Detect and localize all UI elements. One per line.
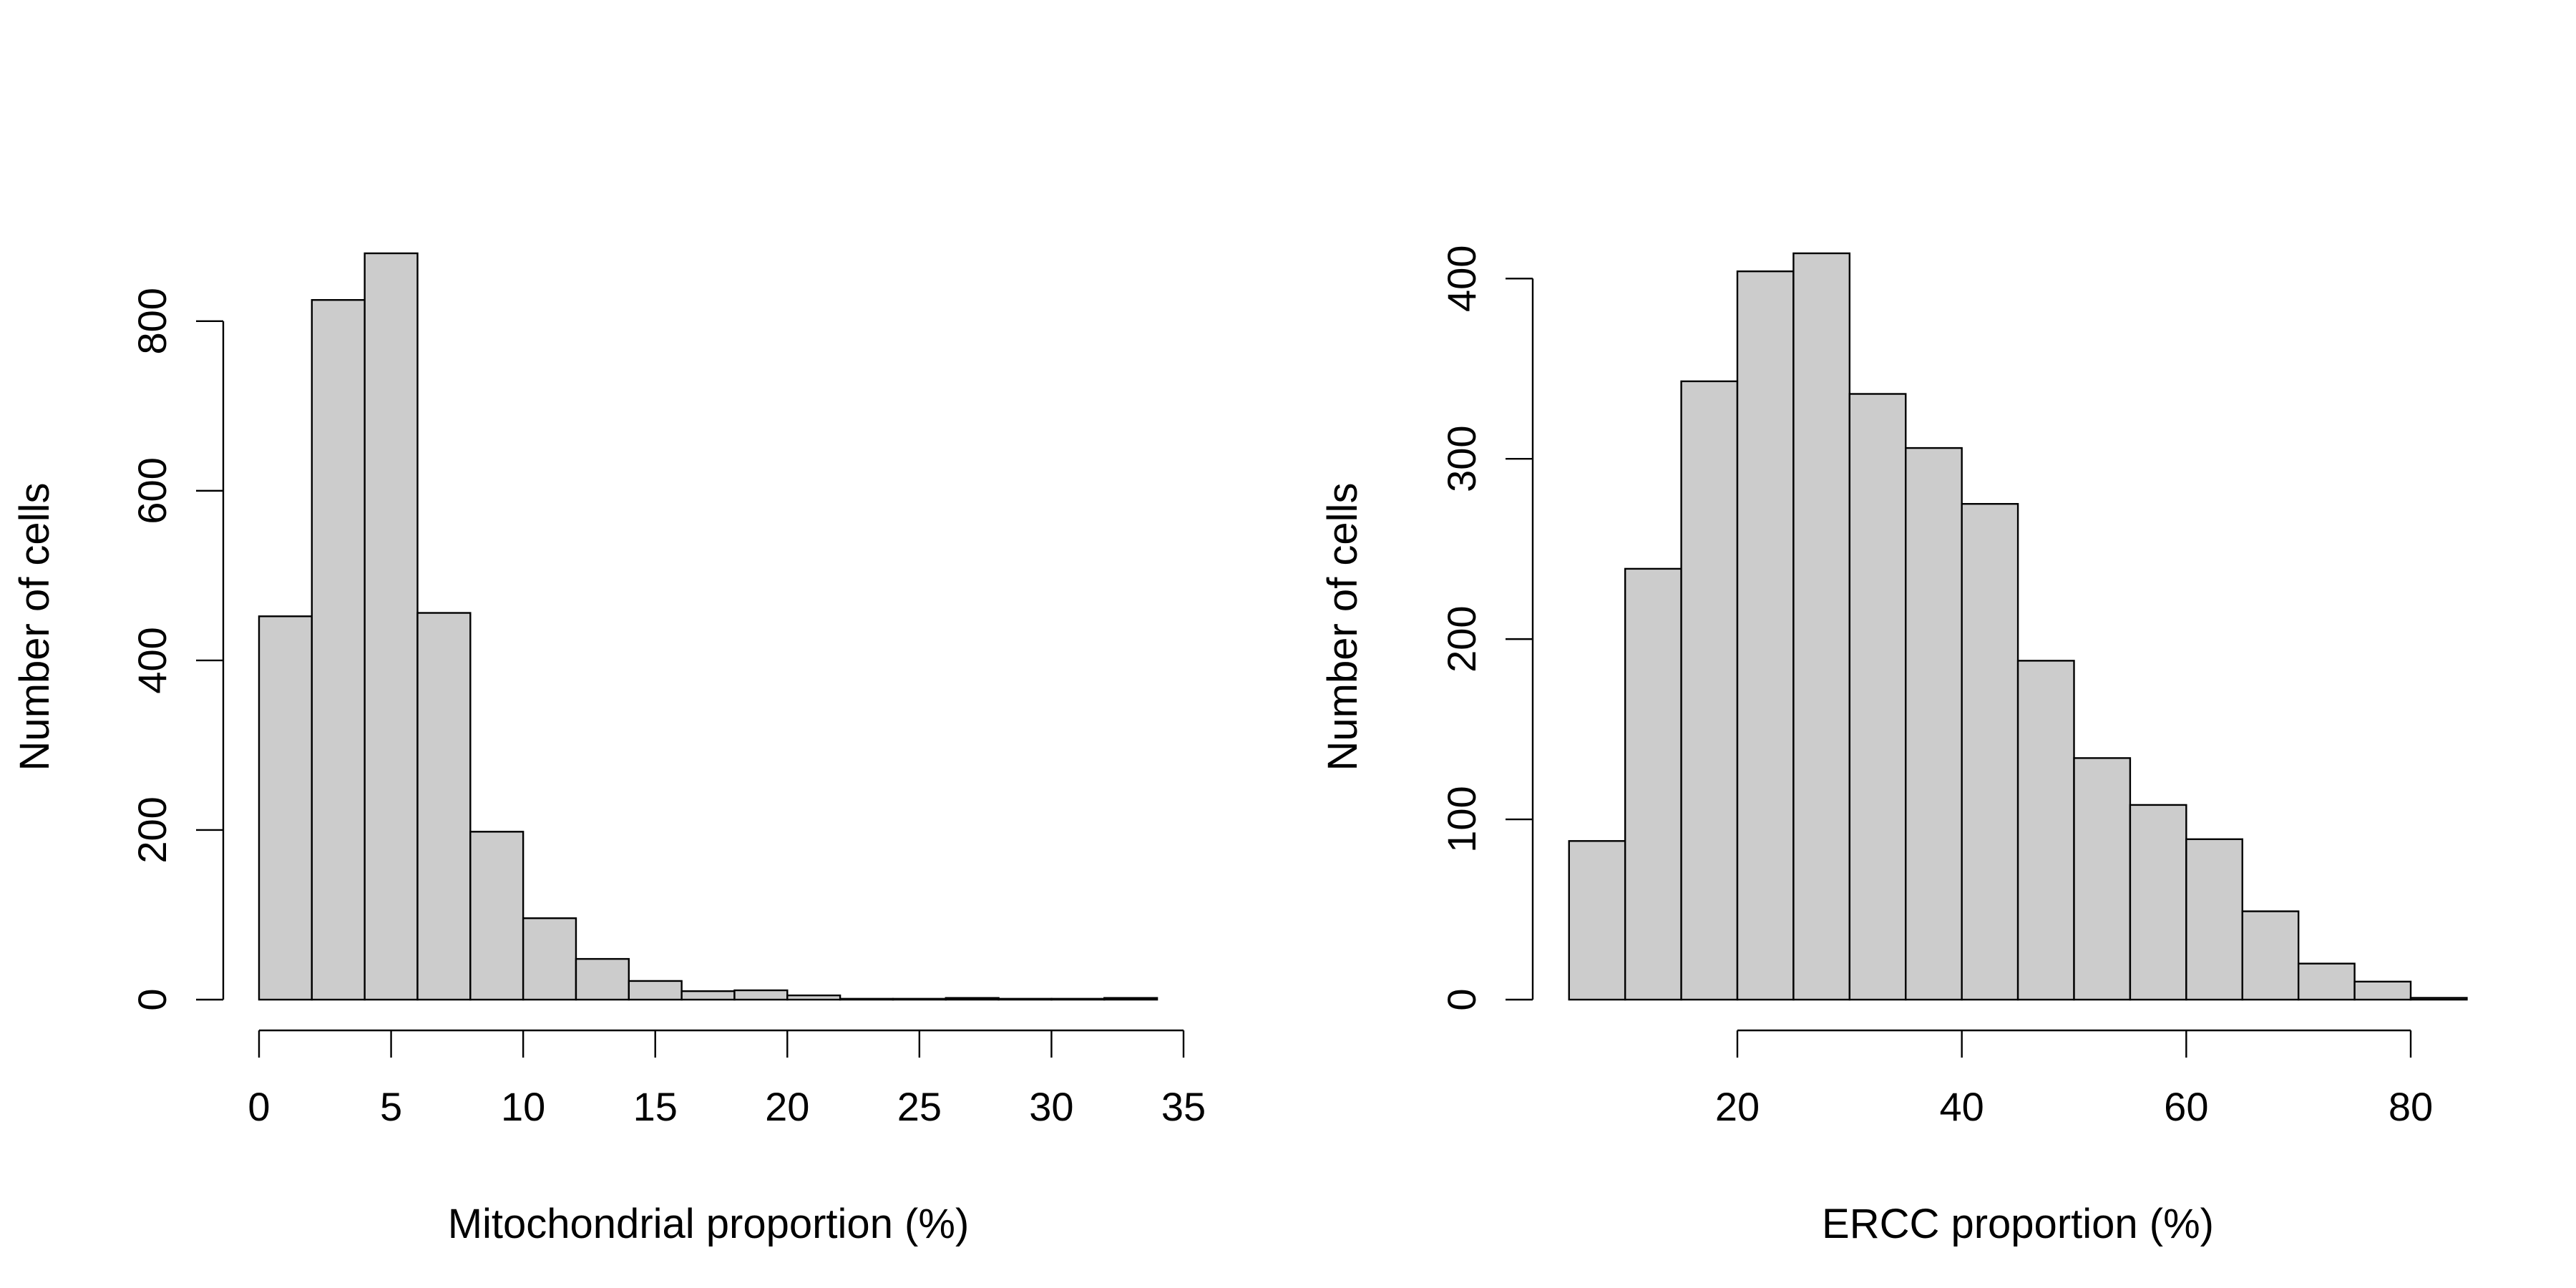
histogram-bar: [311, 298, 366, 1001]
histogram-bar: [416, 612, 472, 1001]
x-tick-label: 20: [1715, 1084, 1760, 1129]
histogram-bar: [680, 990, 736, 1001]
histogram-bar: [1848, 393, 1907, 1001]
x-tick-label: 5: [380, 1084, 402, 1129]
histogram-bar: [522, 917, 577, 1001]
x-tick-label: 60: [2164, 1084, 2208, 1129]
histogram-bar: [1050, 997, 1106, 1001]
histogram-bar: [945, 997, 1000, 1001]
histogram-bar: [469, 831, 525, 1001]
x-tick-label: 15: [633, 1084, 678, 1129]
histogram-bar: [2353, 980, 2412, 1001]
y-axis: 0 100 200 300 400: [1439, 245, 1534, 1011]
histogram-mitochondrial: 0 5 10 15 20 25 30 35 0 200 400 600 800 Mitochondrial…: [11, 252, 1206, 1247]
histogram-bar: [733, 989, 789, 1001]
histogram-bar: [892, 997, 947, 1001]
x-tick-label: 25: [897, 1084, 942, 1129]
histogram-bar: [2073, 757, 2132, 1001]
histogram-bar: [786, 994, 841, 1001]
y-tick-label: 200: [1439, 605, 1484, 672]
histogram-bar: [1680, 380, 1739, 1001]
y-tick-label: 200: [130, 796, 175, 863]
histogram-bar: [575, 957, 630, 1001]
x-tick-label: 0: [248, 1084, 270, 1129]
histogram-bar: [997, 997, 1053, 1001]
histogram-bar: [628, 980, 683, 1001]
y-tick-label: 100: [1439, 786, 1484, 852]
histogram-ercc: 20 40 60 80 0 100 200 300 400 ERCC proportion (%)…: [1319, 245, 2468, 1247]
histogram-bar: [2409, 997, 2468, 1001]
histogram-bar: [1736, 270, 1795, 1001]
y-tick-label: 600: [130, 457, 175, 524]
bars: [258, 252, 1158, 1001]
histogram-bar: [1792, 252, 1851, 1001]
x-tick-label: 40: [1940, 1084, 1984, 1129]
y-tick-label: 0: [130, 988, 175, 1010]
x-axis-title: Mitochondrial proportion (%): [448, 1201, 970, 1247]
histogram-bar: [1568, 840, 1626, 1001]
x-tick-label: 35: [1161, 1084, 1206, 1129]
histogram-bar: [2129, 804, 2187, 1001]
y-axis: 0 200 400 600 800: [130, 288, 225, 1011]
x-tick-label: 20: [765, 1084, 809, 1129]
y-tick-label: 800: [130, 288, 175, 354]
x-tick-label: 10: [501, 1084, 545, 1129]
histogram-bar: [2297, 962, 2356, 1001]
x-tick-label: 80: [2389, 1084, 2433, 1129]
x-axis: 20 40 60 80: [1715, 1029, 2433, 1129]
x-axis: 0 5 10 15 20 25 30 35: [248, 1029, 1206, 1129]
histogram-bar: [258, 615, 313, 1001]
y-tick-label: 300: [1439, 425, 1484, 492]
histogram-bar: [2016, 660, 2075, 1001]
y-tick-label: 400: [130, 627, 175, 693]
histogram-bar: [839, 997, 894, 1001]
histogram-bar: [364, 252, 419, 1001]
histogram-bar: [2241, 910, 2300, 1001]
histogram-bar: [2185, 838, 2243, 1001]
bars: [1568, 252, 2468, 1001]
x-tick-label: 30: [1029, 1084, 1073, 1129]
y-axis-title: Number of cells: [11, 483, 58, 771]
y-axis-title: Number of cells: [1319, 483, 1366, 771]
histogram-bar: [1905, 447, 1963, 1001]
x-axis-title: ERCC proportion (%): [1822, 1201, 2214, 1247]
histogram-bar: [1103, 997, 1158, 1001]
y-tick-label: 0: [1439, 988, 1484, 1010]
y-tick-label: 400: [1439, 245, 1484, 312]
histogram-bar: [1961, 502, 2019, 1001]
histogram-bar: [1624, 567, 1682, 1001]
